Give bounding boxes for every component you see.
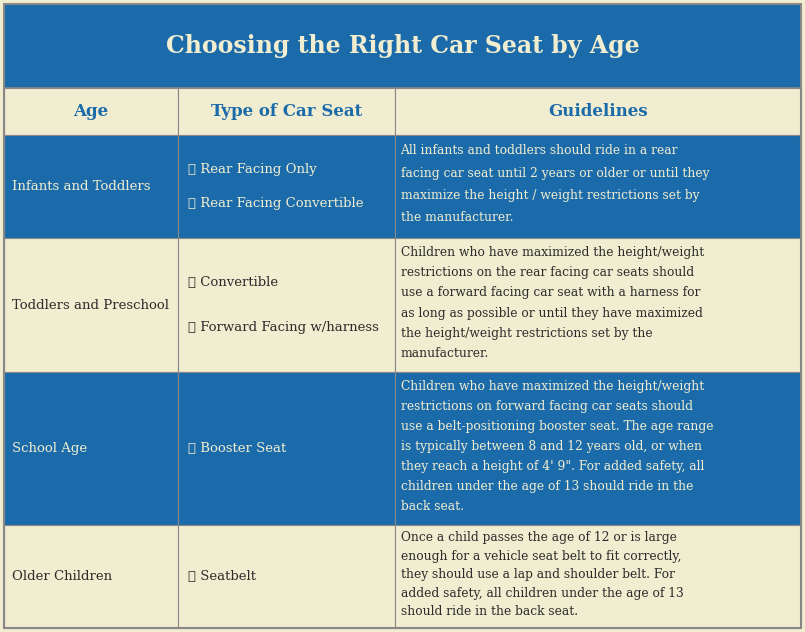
Bar <box>178 135 394 238</box>
Text: facing car seat until 2 years or older or until they: facing car seat until 2 years or older o… <box>401 167 709 179</box>
Text: the height/weight restrictions set by the: the height/weight restrictions set by th… <box>401 327 652 340</box>
Bar <box>4 525 178 628</box>
Text: Age: Age <box>73 103 109 120</box>
Bar <box>4 88 178 135</box>
Text: Children who have maximized the height/weight: Children who have maximized the height/w… <box>401 246 704 258</box>
Text: restrictions on the rear facing car seats should: restrictions on the rear facing car seat… <box>401 266 694 279</box>
Text: Guidelines: Guidelines <box>548 103 647 120</box>
Text: should ride in the back seat.: should ride in the back seat. <box>401 605 578 618</box>
Text: is typically between 8 and 12 years old, or when: is typically between 8 and 12 years old,… <box>401 440 701 453</box>
Text: back seat.: back seat. <box>401 501 464 513</box>
Text: ✓ Rear Facing Only: ✓ Rear Facing Only <box>188 163 316 176</box>
Text: use a belt-positioning booster seat. The age range: use a belt-positioning booster seat. The… <box>401 420 713 433</box>
Text: Children who have maximized the height/weight: Children who have maximized the height/w… <box>401 380 704 392</box>
Text: restrictions on forward facing car seats should: restrictions on forward facing car seats… <box>401 400 692 413</box>
Bar <box>394 88 801 135</box>
Text: ✓ Rear Facing Convertible: ✓ Rear Facing Convertible <box>188 197 363 210</box>
Text: All infants and toddlers should ride in a rear: All infants and toddlers should ride in … <box>401 144 678 157</box>
Text: ✓ Forward Facing w/harness: ✓ Forward Facing w/harness <box>188 321 378 334</box>
Text: they reach a height of 4' 9". For added safety, all: they reach a height of 4' 9". For added … <box>401 460 704 473</box>
Bar <box>4 372 178 525</box>
Text: added safety, all children under the age of 13: added safety, all children under the age… <box>401 586 683 600</box>
Text: they should use a lap and shoulder belt. For: they should use a lap and shoulder belt.… <box>401 568 675 581</box>
Text: ✓ Booster Seat: ✓ Booster Seat <box>188 442 286 455</box>
Text: ✓ Convertible: ✓ Convertible <box>188 276 278 289</box>
Text: as long as possible or until they have maximized: as long as possible or until they have m… <box>401 307 703 320</box>
Text: Toddlers and Preschool: Toddlers and Preschool <box>12 298 169 312</box>
Text: use a forward facing car seat with a harness for: use a forward facing car seat with a har… <box>401 286 700 300</box>
Text: Once a child passes the age of 12 or is large: Once a child passes the age of 12 or is … <box>401 532 676 544</box>
Bar <box>178 525 394 628</box>
Text: Type of Car Seat: Type of Car Seat <box>211 103 361 120</box>
Bar <box>178 88 394 135</box>
Bar <box>4 135 178 238</box>
Bar <box>394 135 801 238</box>
Text: maximize the height / weight restrictions set by: maximize the height / weight restriction… <box>401 189 699 202</box>
Text: children under the age of 13 should ride in the: children under the age of 13 should ride… <box>401 480 693 494</box>
Text: Choosing the Right Car Seat by Age: Choosing the Right Car Seat by Age <box>166 34 639 58</box>
Text: manufacturer.: manufacturer. <box>401 348 489 360</box>
Bar <box>178 372 394 525</box>
Bar <box>394 238 801 372</box>
Text: ✓ Seatbelt: ✓ Seatbelt <box>188 570 256 583</box>
Text: School Age: School Age <box>12 442 87 455</box>
Bar <box>4 238 178 372</box>
Bar <box>4 4 801 88</box>
Bar <box>394 372 801 525</box>
Text: enough for a vehicle seat belt to fit correctly,: enough for a vehicle seat belt to fit co… <box>401 550 681 562</box>
Bar <box>178 238 394 372</box>
Bar <box>394 525 801 628</box>
Text: the manufacturer.: the manufacturer. <box>401 211 513 224</box>
Text: Older Children: Older Children <box>12 570 112 583</box>
Text: Infants and Toddlers: Infants and Toddlers <box>12 180 151 193</box>
